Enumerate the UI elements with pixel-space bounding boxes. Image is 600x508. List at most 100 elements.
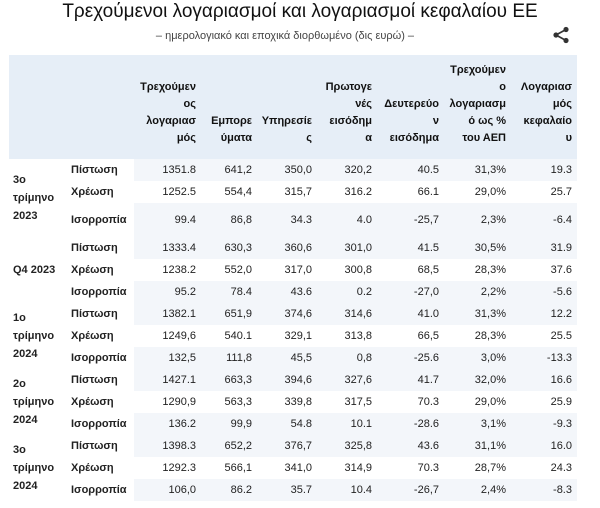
table-cell: 86.2 — [201, 479, 257, 501]
row-kind-label: Ισορροπία — [67, 203, 134, 237]
table-cell: 374,6 — [257, 303, 317, 325]
table-cell: 32,0% — [444, 369, 511, 391]
column-header: Λογαριασ μός κεφαλαίο υ — [511, 55, 577, 159]
table-row: Ισορροπία 95.2 78.4 43.6 0.2 -27,0 2,2% -5.6 — [9, 281, 577, 303]
header-blank-kind — [67, 55, 134, 159]
table-cell: 316.2 — [344, 186, 372, 198]
table-cell: -25,7 — [377, 203, 444, 237]
table-cell: 28,3% — [474, 264, 506, 276]
table-cell: 111,8 — [201, 347, 257, 369]
table-row: Χρέωση 1292.3 566,1 341,0 314,9 70.3 28,7% 24.3 — [9, 457, 577, 479]
table-cell: -27,0 — [377, 281, 444, 303]
table-cell: 31,3% — [444, 303, 511, 325]
table-cell: -25.6 — [377, 347, 444, 369]
table-cell: 40.5 — [377, 159, 444, 181]
table-cell: 43.6 — [377, 435, 444, 457]
table-cell: 360,6 — [257, 237, 317, 259]
column-header: Τρεχούμεν ος λογαριασ μός — [134, 55, 201, 159]
table-cell: 28,3% — [474, 330, 506, 342]
table-row: Χρέωση 1238.2 552,0 317,0 300,8 68,5 28,3% 37.6 — [9, 259, 577, 281]
table-cell: 136.2 — [134, 413, 201, 435]
period-label: 3ο τρίμηνο 2024 — [13, 444, 55, 492]
table-cell: 106,0 — [134, 479, 201, 501]
table-cell: 1249,6 — [162, 330, 196, 342]
table-row: Χρέωση 1290,9 563,3 339,8 317,5 70.3 29,0% 25.9 — [9, 391, 577, 413]
table-cell: 315,7 — [284, 186, 312, 198]
table-cell: 1292.3 — [162, 462, 196, 474]
period-label: 2ο τρίμηνο 2024 — [13, 378, 55, 426]
table-cell: 19.3 — [511, 159, 577, 181]
period-label: 1ο τρίμηνο 2024 — [13, 312, 55, 360]
page-title: Τρεχούμενοι λογαριασμοί και λογαριασμοί … — [62, 1, 538, 22]
table-cell: 31,1% — [444, 435, 511, 457]
table-cell: 25.7 — [550, 186, 572, 198]
table-cell: 327,6 — [317, 369, 377, 391]
table-cell: 43.6 — [257, 281, 317, 303]
table-cell: 1351.8 — [134, 159, 201, 181]
row-kind-label: Πίστωση — [67, 237, 134, 259]
header-row: Τρεχούμεν ος λογαριασ μός Εμπορε ύματα Υ… — [9, 55, 577, 159]
table-cell: 10.4 — [317, 479, 377, 501]
header-blank-period — [9, 55, 67, 159]
table-row: Ισορροπία 106,0 86.2 35.7 10.4 -26,7 2,4% -8.3 — [9, 479, 577, 501]
table-cell: 314,6 — [317, 303, 377, 325]
share-icon — [553, 26, 569, 44]
table-cell: 563,3 — [224, 396, 252, 408]
table-cell: 37.6 — [550, 264, 572, 276]
table-cell: 552,0 — [224, 264, 252, 276]
table-cell: 132,5 — [134, 347, 201, 369]
table-cell: 3,0% — [444, 347, 511, 369]
table-cell: -9.3 — [511, 413, 577, 435]
table-cell: 78.4 — [201, 281, 257, 303]
table-cell: 2,4% — [444, 479, 511, 501]
row-kind-label: Ισορροπία — [67, 347, 134, 369]
column-header: Τρεχούμεν ο λογαριασμ ό ως % του ΑΕΠ — [444, 55, 511, 159]
table-cell: 339,8 — [284, 396, 312, 408]
table-cell: 28,7% — [474, 462, 506, 474]
table-cell: 1382.1 — [134, 303, 201, 325]
table-cell: 66,5 — [417, 330, 439, 342]
table-cell: -8.3 — [511, 479, 577, 501]
column-header: Εμπορε ύματα — [201, 55, 257, 159]
table-cell: 25.5 — [550, 330, 572, 342]
table-cell: -28.6 — [377, 413, 444, 435]
table-row: 2ο τρίμηνο 2024 Πίστωση 1427.1 663,3 394,6 32… — [9, 369, 577, 426]
table-cell: 2,2% — [444, 281, 511, 303]
table-cell: 54.8 — [257, 413, 317, 435]
row-kind-label: Πίστωση — [67, 303, 134, 325]
table-cell: 45,5 — [257, 347, 317, 369]
table-cell: 16.6 — [511, 369, 577, 391]
table-cell: 25.9 — [550, 396, 572, 408]
table-cell: 99,9 — [201, 413, 257, 435]
table-row: Ισορροπία 132,5 111,8 45,5 0,8 -25.6 3,0% -13.3 — [9, 347, 577, 369]
table-cell: 30,5% — [444, 237, 511, 259]
row-kind-label: Ισορροπία — [67, 281, 134, 303]
table-cell: 651,9 — [201, 303, 257, 325]
table-cell: 314,9 — [344, 462, 372, 474]
share-button[interactable] — [551, 26, 571, 44]
table-cell: 566,1 — [224, 462, 252, 474]
table-cell: 376,7 — [257, 435, 317, 457]
page-subtitle: – ημερολογιακό και εποχικά διορθωμένο (δ… — [155, 30, 415, 42]
table-cell: 341,0 — [284, 462, 312, 474]
table-cell: -13.3 — [511, 347, 577, 369]
table-cell: 313,8 — [344, 330, 372, 342]
table-cell: 12.2 — [511, 303, 577, 325]
table-cell: 3,1% — [444, 413, 511, 435]
table-cell: 641,2 — [201, 159, 257, 181]
row-kind-label: Χρέωση — [67, 259, 134, 281]
table-cell: 320,2 — [317, 159, 377, 181]
table-cell: 1252.5 — [162, 186, 196, 198]
row-kind-label: Ισορροπία — [67, 413, 134, 435]
table-cell: 68,5 — [417, 264, 439, 276]
table-cell: 4.0 — [317, 203, 377, 237]
column-header: Υπηρεσίε ς — [257, 55, 317, 159]
table-cell: 663,3 — [201, 369, 257, 391]
column-header: Πρωτογε νές εισόδημ α — [317, 55, 377, 159]
table-cell: 554,4 — [224, 186, 252, 198]
table-cell: 86,8 — [201, 203, 257, 237]
table-cell: 24.3 — [550, 462, 572, 474]
table-cell: -5.6 — [511, 281, 577, 303]
table-cell: 2,3% — [444, 203, 511, 237]
table-cell: 301,0 — [317, 237, 377, 259]
